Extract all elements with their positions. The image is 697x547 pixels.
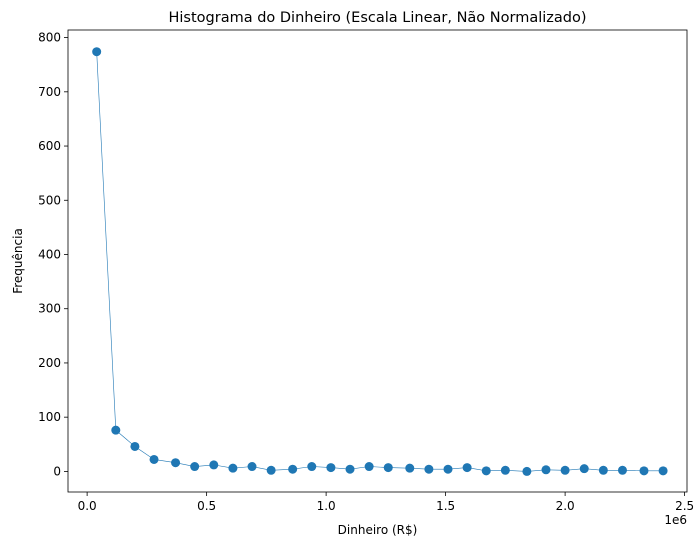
- data-point: [209, 460, 219, 470]
- data-point: [639, 466, 649, 476]
- data-point: [149, 454, 159, 464]
- data-point: [462, 463, 472, 473]
- data-point: [326, 463, 336, 473]
- y-tick-label: 0: [53, 464, 61, 478]
- x-tick-label: 0.5: [197, 499, 216, 513]
- plot-area-frame: [67, 29, 688, 493]
- data-point: [345, 464, 355, 474]
- data-point: [443, 464, 453, 474]
- data-point: [307, 462, 317, 472]
- data-point: [522, 466, 532, 476]
- y-tick-label: 500: [38, 193, 61, 207]
- data-point: [424, 464, 434, 474]
- data-point: [266, 465, 276, 475]
- series-polyline: [96, 51, 664, 472]
- data-point: [111, 425, 121, 435]
- data-point: [288, 464, 298, 474]
- data-point: [598, 465, 608, 475]
- y-tick-label: 400: [38, 247, 61, 261]
- y-tick-label: 800: [38, 31, 61, 45]
- data-point: [541, 465, 551, 475]
- data-point: [405, 463, 415, 473]
- y-tick-label: 600: [38, 139, 61, 153]
- y-tick-label: 200: [38, 356, 61, 370]
- data-point: [500, 465, 510, 475]
- y-tick-label: 100: [38, 410, 61, 424]
- y-ticks: 0 100 200 300 400 500 600 700 800: [38, 31, 68, 478]
- x-tick-label: 1.0: [317, 499, 336, 513]
- data-point: [481, 466, 491, 476]
- x-offset-label: 1e6: [664, 513, 687, 527]
- data-point: [130, 441, 140, 451]
- x-axis-label: Dinheiro (R$): [338, 523, 418, 537]
- data-point: [560, 465, 570, 475]
- y-tick-label: 300: [38, 302, 61, 316]
- chart-title: Histograma do Dinheiro (Escala Linear, N…: [168, 10, 586, 26]
- data-point: [190, 462, 200, 472]
- data-point: [579, 464, 589, 474]
- series-line: [96, 51, 664, 472]
- data-point: [617, 465, 627, 475]
- data-point: [383, 463, 393, 473]
- data-point: [92, 47, 102, 57]
- x-tick-label: 2.5: [675, 499, 694, 513]
- y-axis-label: Frequência: [11, 228, 25, 294]
- x-ticks: 0.0 0.5 1.0 1.5 2.0 2.5: [78, 492, 694, 513]
- data-point: [171, 458, 181, 468]
- series-points: [92, 47, 668, 476]
- x-tick-label: 1.5: [436, 499, 455, 513]
- x-tick-label: 0.0: [78, 499, 97, 513]
- data-point: [228, 463, 238, 473]
- data-point: [364, 462, 374, 472]
- data-point: [658, 466, 668, 476]
- y-tick-label: 700: [38, 85, 61, 99]
- x-tick-label: 2.0: [556, 499, 575, 513]
- data-point: [247, 462, 257, 472]
